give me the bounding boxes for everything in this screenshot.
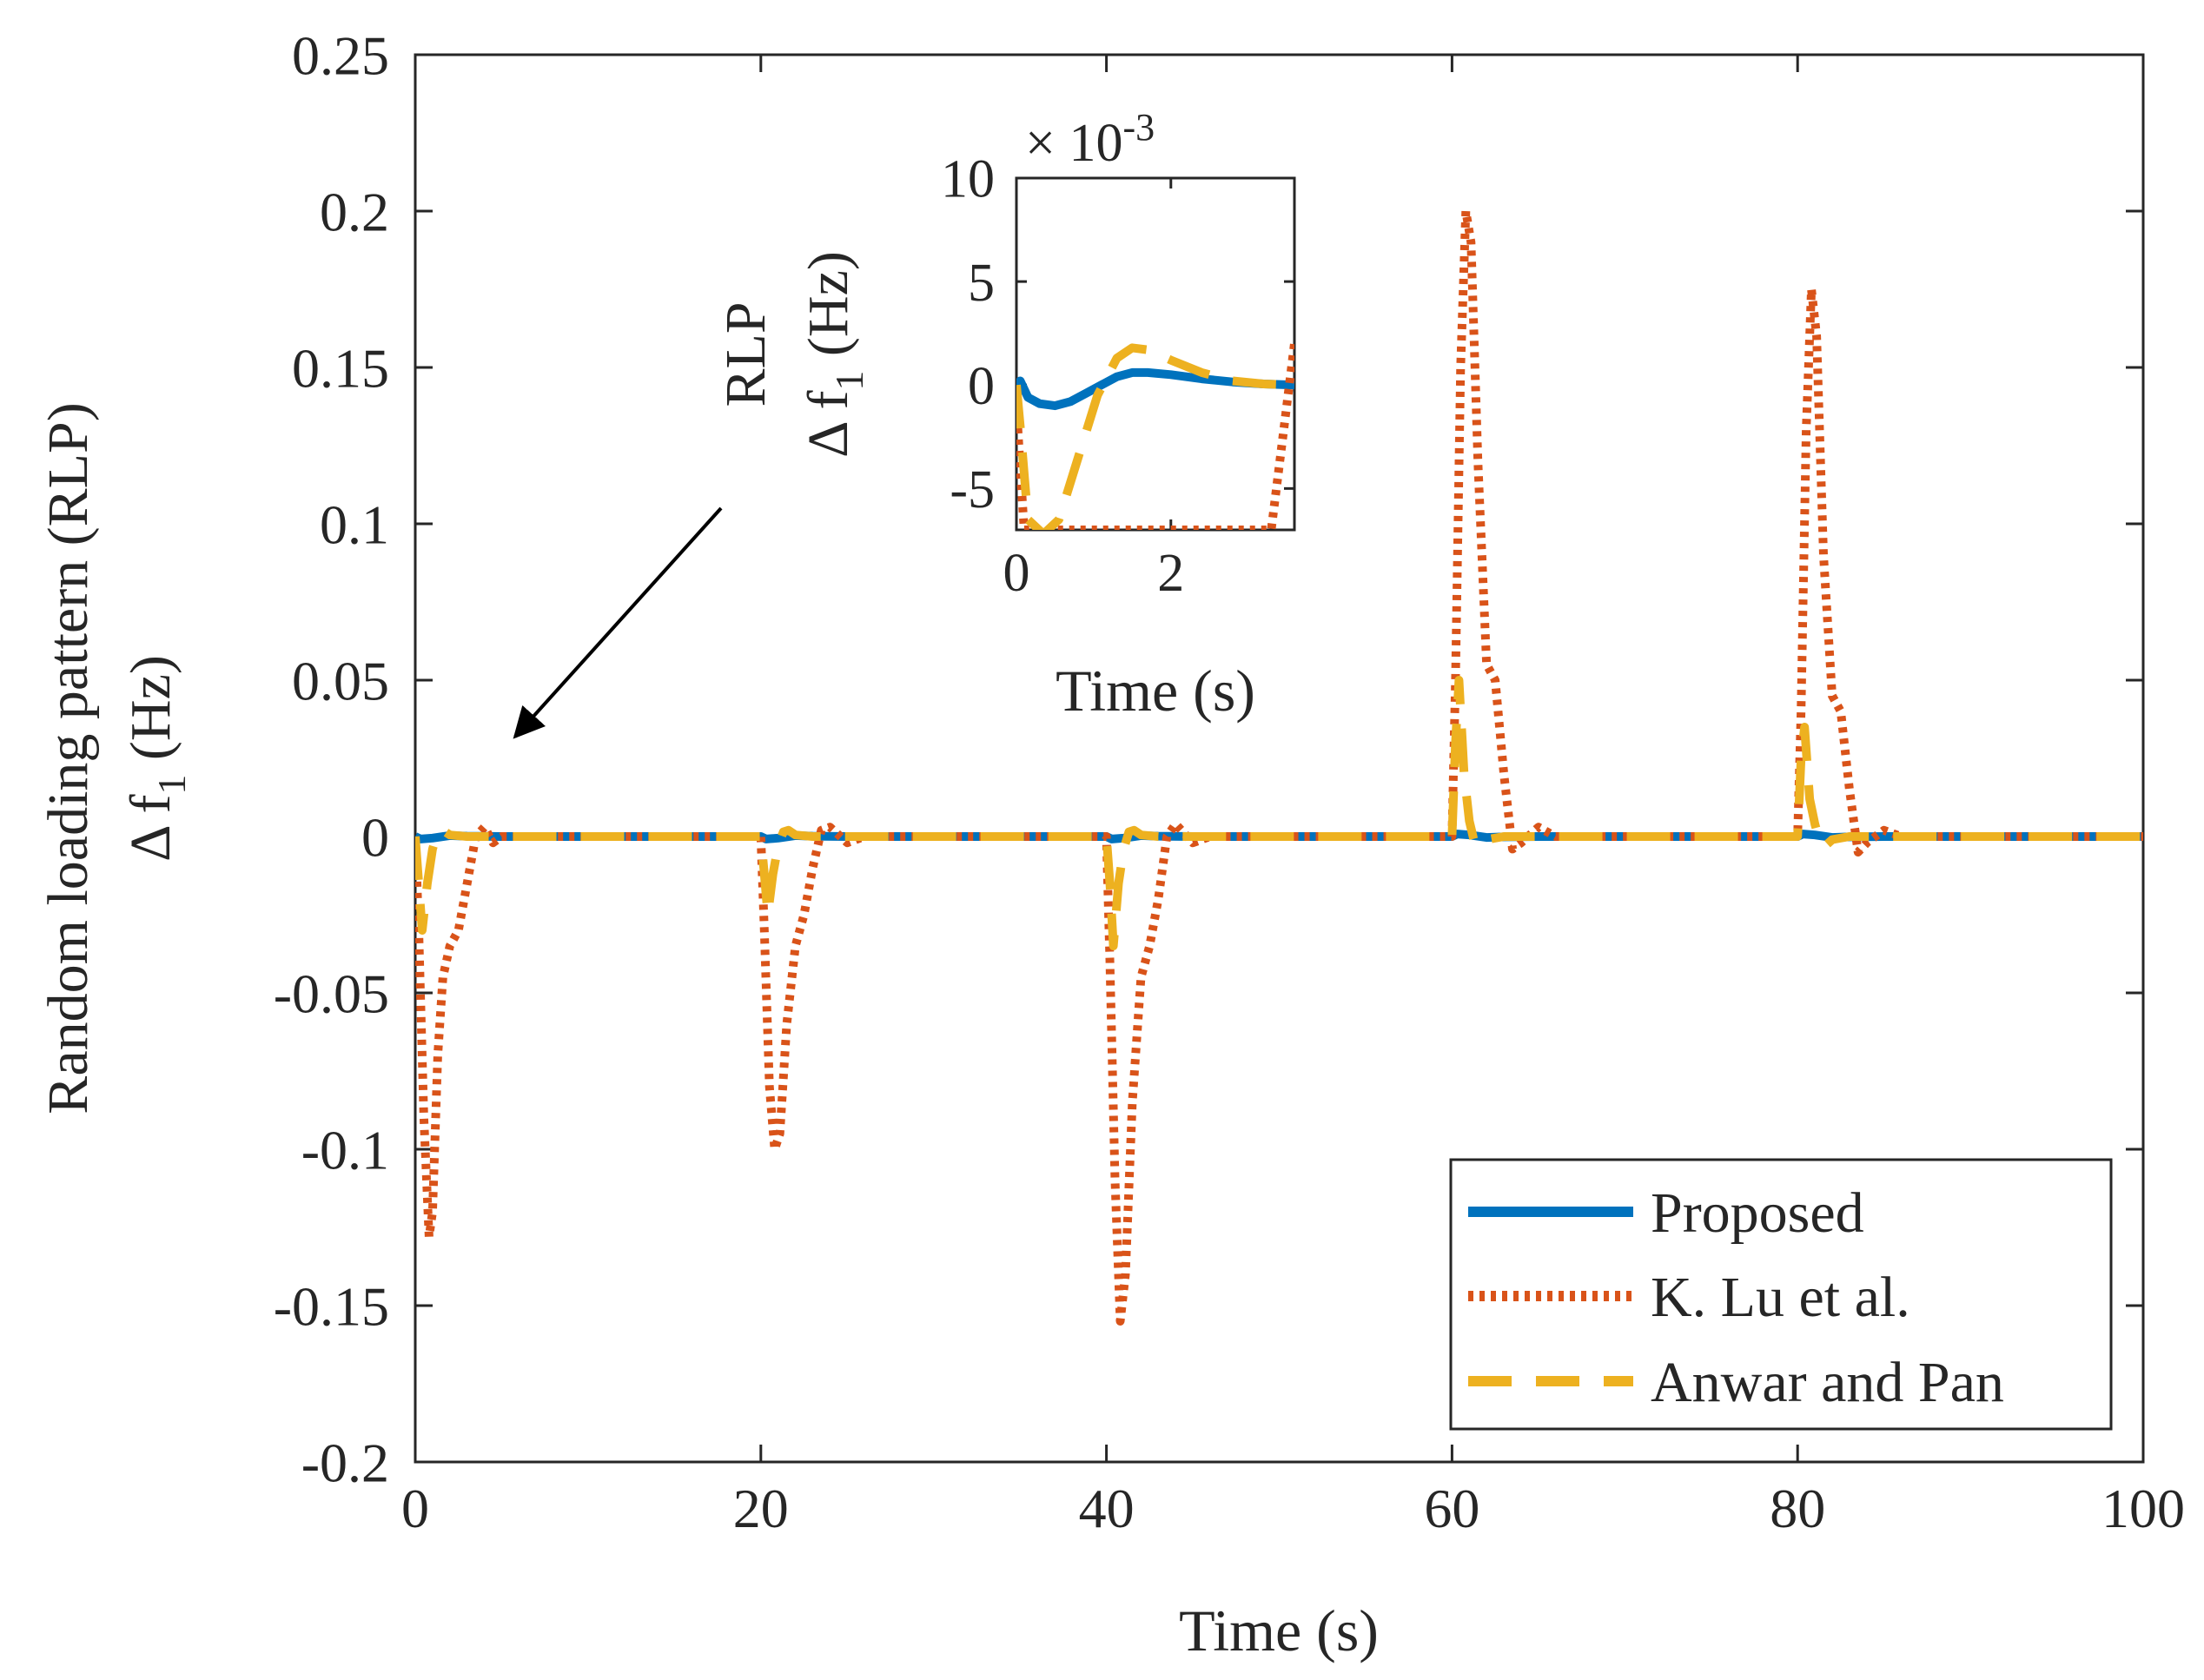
legend-label-anwar-pan: Anwar and Pan	[1651, 1351, 2004, 1414]
main-y-tick-label: -0.2	[301, 1432, 389, 1493]
main-y-tick-label: 0.1	[320, 493, 389, 555]
main-y-tick-label: 0.2	[320, 181, 389, 242]
inset-x-tick-label: 0	[1003, 544, 1030, 603]
main-x-axis-label: Time (s)	[1179, 1597, 1379, 1663]
main-y-tick-label: 0	[361, 806, 389, 868]
main-y-tick-label: -0.05	[274, 962, 389, 1024]
inset-series-proposed	[1016, 367, 1294, 411]
inset-exponent-power: -3	[1122, 106, 1155, 149]
inset-y-tick-label: -5	[950, 460, 995, 519]
main-y-axis-label-sub: 1	[149, 775, 194, 795]
inset-y-axis-label-delta: Δ f	[797, 391, 860, 458]
legend: Proposed K. Lu et al. Anwar and Pan	[1449, 1158, 2113, 1431]
main-x-tick-label: 100	[2101, 1478, 2185, 1539]
main-y-ticks: -0.2 -0.15 -0.1 -0.05 0 0.05 0.1 0.15 0.2 0.25	[274, 24, 2143, 1493]
main-x-tick-label: 0	[401, 1478, 429, 1539]
main-y-tick-label: 0.15	[292, 337, 389, 399]
main-x-tick-label: 80	[1770, 1478, 1825, 1539]
inset-y-axis-label-unit: (Hz)	[797, 251, 860, 370]
inset-exponent-label: × 10-3	[1025, 106, 1155, 173]
main-y-axis-label-line2: Δ f1 (Hz)	[119, 655, 194, 862]
inset-series-anwar-and-pan	[1016, 343, 1294, 530]
main-series-anwar-and-pan	[415, 676, 2143, 950]
inset-y-axis-label: RLP Δ f1 (Hz)	[714, 251, 871, 458]
main-x-tick-label: 20	[733, 1478, 789, 1539]
inset-x-axis-label: Time (s)	[1056, 658, 1255, 724]
main-y-axis-label: Random loading pattern (RLP) Δ f1 (Hz)	[36, 402, 194, 1114]
main-y-axis-label-unit: (Hz)	[119, 655, 182, 774]
main-y-axis-label-line1: Random loading pattern (RLP)	[36, 402, 100, 1114]
inset-y-tick-label: 10	[941, 150, 995, 209]
main-x-tick-label: 40	[1079, 1478, 1135, 1539]
inset-y-axis-label-line2: Δ f1 (Hz)	[797, 251, 871, 458]
main-x-ticks: 0 20 40 60 80 100	[401, 55, 2185, 1539]
inset-y-tick-label: 5	[968, 254, 995, 313]
main-x-tick-label: 60	[1424, 1478, 1479, 1539]
main-y-axis-label-delta: Δ f	[119, 795, 182, 862]
annotation-arrow	[513, 506, 723, 739]
main-series-k-lu-et-al	[415, 207, 2143, 1326]
main-series-group	[415, 207, 2143, 1326]
main-y-tick-label: -0.15	[274, 1275, 389, 1337]
legend-label-proposed: Proposed	[1651, 1181, 1864, 1245]
inset-series-group	[1016, 342, 1294, 530]
main-y-tick-label: 0.05	[292, 650, 389, 711]
main-y-tick-label: -0.1	[301, 1119, 389, 1181]
inset-plot-area	[1015, 176, 1296, 532]
legend-label-k-lu: K. Lu et al.	[1651, 1266, 1910, 1329]
inset-y-axis-label-line1: RLP	[714, 301, 778, 407]
inset-y-axis-label-sub: 1	[827, 371, 871, 391]
inset-exponent-base: × 10	[1025, 114, 1122, 173]
inset-x-tick-label: 2	[1157, 544, 1184, 603]
main-y-tick-label: 0.25	[292, 24, 389, 86]
inset-y-tick-label: 0	[968, 357, 995, 416]
